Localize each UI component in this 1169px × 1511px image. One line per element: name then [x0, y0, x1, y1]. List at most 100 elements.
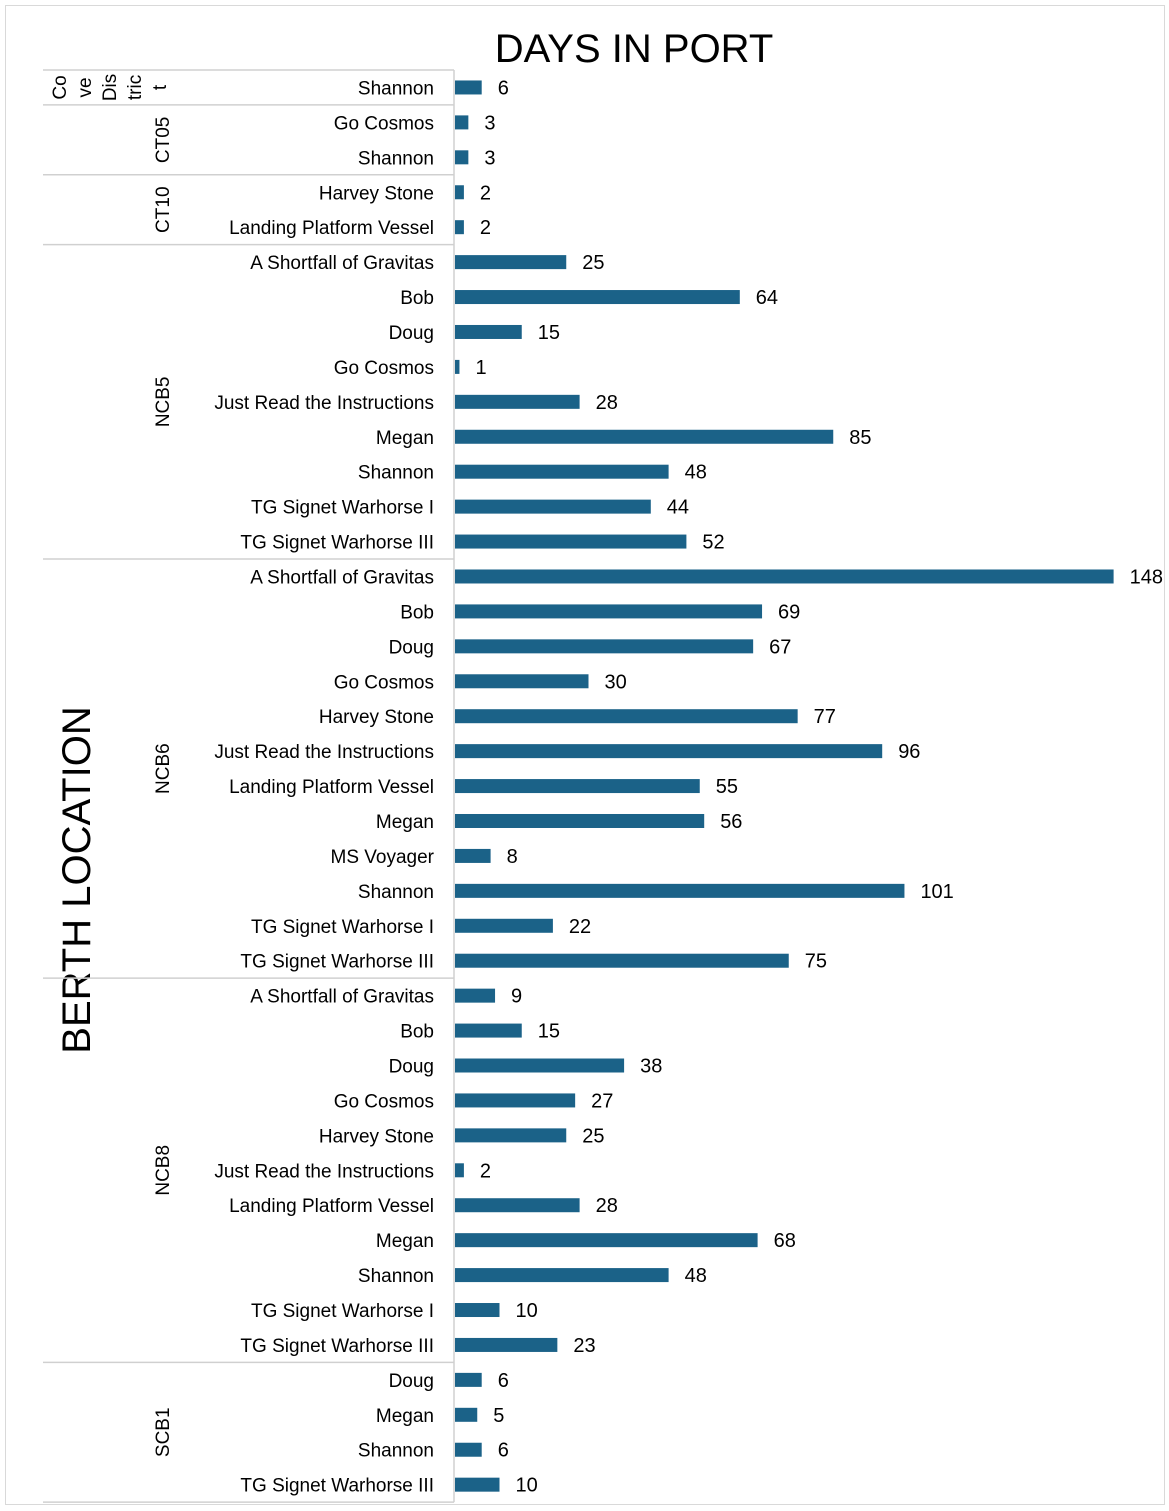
data-label: 2: [480, 1160, 491, 1182]
bar: [455, 1198, 580, 1213]
data-label: 85: [849, 427, 871, 449]
bar: [455, 1442, 482, 1457]
bar: [455, 674, 589, 689]
bar: [455, 988, 496, 1003]
group-label: SCB1: [153, 1407, 174, 1457]
data-label: 55: [716, 776, 738, 798]
bar: [455, 569, 1114, 584]
data-label: 23: [573, 1335, 595, 1357]
category-label: TG Signet Warhorse III: [240, 1336, 434, 1357]
data-label: 148: [1130, 566, 1163, 588]
data-label: 28: [596, 1195, 618, 1217]
bar: [455, 185, 464, 200]
data-label: 3: [484, 147, 495, 169]
bar: [455, 1477, 500, 1492]
data-label: 25: [582, 1125, 604, 1147]
bar: [455, 1268, 669, 1283]
data-label: 56: [720, 811, 742, 833]
bar: [455, 1093, 576, 1108]
data-label: 101: [920, 881, 953, 903]
plot-area: Shannon 6 Co ve Dis tric t Go Cosmos 3 Shannon 3 CT…: [43, 69, 1163, 1503]
category-label: A Shortfall of Gravitas: [250, 567, 434, 588]
data-label: 2: [480, 217, 491, 239]
bar: [455, 255, 567, 270]
data-label: 64: [756, 287, 778, 309]
category-label: Shannon: [358, 1441, 434, 1462]
group-label: NCB8: [153, 1145, 174, 1196]
data-label: 1: [475, 357, 486, 379]
data-label: 2: [480, 182, 491, 204]
bar: [455, 1372, 482, 1387]
category-label: Harvey Stone: [319, 183, 434, 204]
bar: [455, 1233, 758, 1248]
data-label: 30: [605, 671, 627, 693]
bar: [455, 604, 763, 619]
category-label: Megan: [376, 812, 434, 833]
category-label: A Shortfall of Gravitas: [250, 987, 434, 1008]
data-label: 28: [596, 392, 618, 414]
group-label-line: Dis: [100, 74, 121, 101]
data-label: 44: [667, 497, 689, 519]
category-label: Megan: [376, 1406, 434, 1427]
category-label: TG Signet Warhorse III: [240, 952, 434, 973]
category-label: TG Signet Warhorse III: [240, 1476, 434, 1497]
bar: [455, 1337, 558, 1352]
bar: [455, 150, 469, 165]
category-label: TG Signet Warhorse I: [251, 1301, 434, 1322]
data-label: 52: [702, 532, 724, 554]
bar: [455, 80, 482, 95]
bar: [455, 953, 789, 968]
category-label: Bob: [400, 1022, 434, 1043]
bar: [455, 464, 669, 479]
data-label: 8: [507, 846, 518, 868]
category-label: Shannon: [358, 882, 434, 903]
bar: [455, 779, 700, 794]
data-label: 69: [778, 601, 800, 623]
data-label: 22: [569, 916, 591, 938]
category-label: Landing Platform Vessel: [229, 777, 434, 798]
data-label: 68: [774, 1230, 796, 1252]
category-label: Landing Platform Vessel: [229, 1196, 434, 1217]
data-label: 10: [516, 1300, 538, 1322]
group-label: NCB6: [153, 743, 174, 794]
bar: [455, 1407, 478, 1422]
category-label: Megan: [376, 1231, 434, 1252]
y-axis-title: BERTH LOCATION: [55, 706, 99, 1053]
group-label-line: Co: [50, 75, 71, 99]
data-label: 75: [805, 951, 827, 973]
group-label: CT05: [153, 117, 174, 163]
category-label: Shannon: [358, 1266, 434, 1287]
category-label: Just Read the Instructions: [214, 393, 434, 414]
bar: [455, 115, 469, 130]
data-label: 67: [769, 636, 791, 658]
bar: [455, 499, 651, 514]
bar: [455, 534, 687, 549]
bar: [455, 1023, 522, 1038]
bar: [455, 359, 460, 374]
category-label: Go Cosmos: [334, 672, 434, 693]
category-label: Bob: [400, 288, 434, 309]
bar: [455, 1128, 567, 1143]
group-label-line: ve: [75, 77, 96, 97]
category-label: Shannon: [358, 463, 434, 484]
category-label: MS Voyager: [331, 847, 435, 868]
data-label: 6: [498, 1370, 509, 1392]
data-label: 96: [898, 741, 920, 763]
bar: [455, 848, 491, 863]
bar: [455, 744, 883, 759]
chart-title: DAYS IN PORT: [495, 27, 774, 71]
category-label: TG Signet Warhorse I: [251, 498, 434, 519]
category-label: Doug: [389, 1371, 434, 1392]
category-label: Just Read the Instructions: [214, 742, 434, 763]
data-label: 6: [498, 1440, 509, 1462]
data-label: 27: [591, 1090, 613, 1112]
category-label: Go Cosmos: [334, 1091, 434, 1112]
group-label: Co ve Dis tric t: [50, 74, 171, 101]
category-label: TG Signet Warhorse I: [251, 917, 434, 938]
category-label: Harvey Stone: [319, 707, 434, 728]
data-label: 77: [814, 706, 836, 728]
data-label: 48: [685, 1265, 707, 1287]
category-label: TG Signet Warhorse III: [240, 533, 434, 554]
bar: [455, 918, 553, 933]
